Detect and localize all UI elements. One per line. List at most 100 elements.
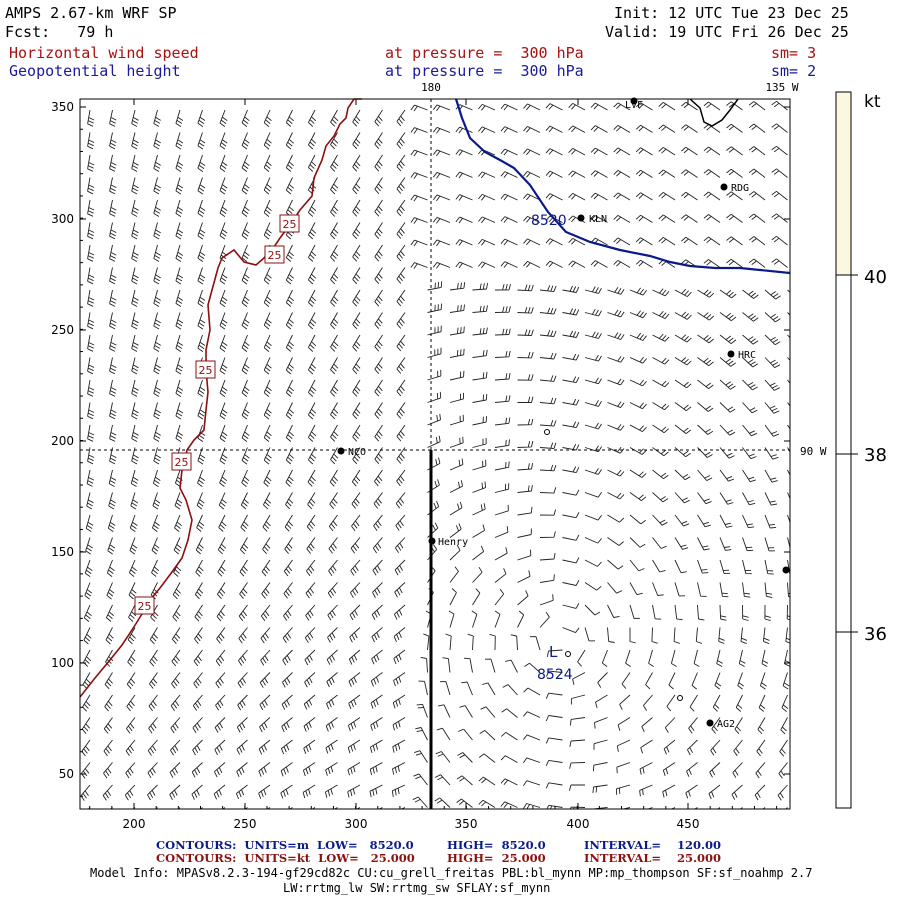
wind-barb	[584, 331, 602, 339]
wind-barb	[635, 147, 653, 156]
wind-barb	[731, 784, 743, 800]
wind-barb	[174, 492, 183, 510]
wind-barb	[374, 267, 383, 284]
wind-barb	[109, 357, 117, 375]
wind-barb	[697, 334, 714, 344]
wind-barb	[194, 627, 203, 644]
wind-barb	[330, 154, 339, 172]
wind-barb	[629, 627, 636, 644]
wind-barb	[455, 216, 473, 224]
wind-barb	[539, 307, 557, 315]
wind-barb	[740, 627, 748, 645]
wind-barb	[325, 739, 338, 754]
wind-barb	[87, 379, 95, 397]
wind-barb	[285, 357, 294, 375]
wind-barb	[329, 492, 338, 509]
wind-barb	[153, 222, 161, 240]
wind-barb	[219, 222, 228, 240]
wind-barb	[373, 492, 383, 509]
wind-barb	[607, 309, 625, 318]
wind-barb	[629, 356, 647, 364]
wind-barb	[285, 334, 294, 352]
wind-barb	[308, 177, 317, 195]
y-tick-label: 350	[51, 100, 74, 114]
wind-barb	[787, 537, 790, 550]
wind-barb	[545, 193, 563, 201]
wind-barb	[748, 191, 766, 201]
wind-barb	[352, 267, 361, 285]
wind-barb	[84, 582, 93, 600]
wind-barb	[241, 312, 250, 330]
wind-barb	[523, 215, 541, 223]
wind-barb	[86, 492, 94, 510]
wind-barb	[240, 514, 249, 532]
wind-barb	[764, 402, 780, 414]
wind-barb	[494, 610, 501, 628]
wind-barb	[371, 604, 383, 621]
wind-barb	[330, 424, 339, 442]
wind-barb	[285, 132, 294, 150]
wind-barb	[764, 424, 780, 437]
wind-barb	[153, 334, 161, 352]
wind-barb	[219, 447, 228, 465]
wind-barb	[562, 557, 580, 564]
wind-barb	[674, 537, 689, 550]
speed-label-5: 25	[134, 596, 155, 615]
wind-barb	[173, 537, 182, 555]
wind-barb	[214, 739, 226, 756]
wind-barb	[194, 604, 203, 622]
wind-barb	[285, 379, 294, 397]
wind-barb	[674, 424, 692, 434]
wind-barb	[83, 627, 92, 645]
wind-barb	[348, 672, 361, 687]
graticule	[80, 99, 790, 451]
wind-barb	[152, 469, 161, 487]
wind-barb	[218, 514, 227, 532]
wind-barb	[236, 739, 248, 755]
wind-barb	[607, 559, 624, 570]
wind-barb	[539, 611, 550, 628]
wind-barb	[330, 132, 339, 150]
wind-barb	[87, 177, 95, 195]
wind-barb	[546, 804, 563, 809]
wind-barb	[282, 649, 293, 666]
wind-barb	[562, 534, 580, 541]
wind-barb	[324, 784, 338, 798]
wind-barb	[241, 109, 250, 127]
wind-barb	[545, 170, 563, 178]
wind-barb	[197, 334, 206, 352]
wind-barb	[764, 582, 773, 598]
wind-barb	[219, 199, 228, 217]
wind-barb	[771, 145, 788, 156]
wind-barb	[478, 776, 496, 786]
wind-barb	[539, 420, 557, 427]
wind-barb	[703, 101, 721, 111]
wind-barb	[640, 739, 653, 754]
wind-barb	[695, 627, 703, 644]
y-tick-label: 50	[59, 767, 74, 781]
wind-barb	[545, 737, 563, 744]
wind-barb	[539, 375, 557, 382]
wind-barb	[500, 193, 518, 201]
wind-barb	[625, 649, 631, 667]
svg-text:25: 25	[268, 249, 282, 262]
wind-barb	[106, 582, 115, 600]
wind-barb	[308, 334, 317, 352]
wind-barb	[131, 357, 139, 375]
wind-barb	[285, 424, 294, 442]
wind-barb	[494, 588, 505, 606]
wind-barb	[756, 739, 766, 757]
wind-barb	[175, 334, 184, 352]
wind-barb	[523, 260, 541, 268]
wind-barb	[396, 447, 406, 464]
wind-barb	[517, 506, 533, 516]
wind-barb	[719, 334, 737, 344]
wind-barb	[764, 559, 774, 575]
wind-barb	[629, 424, 647, 432]
wind-barb	[719, 604, 727, 621]
wind-barb	[153, 379, 161, 397]
wind-barb	[170, 739, 181, 756]
wind-barb	[374, 132, 383, 149]
wind-barb	[652, 424, 669, 434]
wind-barb	[170, 694, 181, 711]
